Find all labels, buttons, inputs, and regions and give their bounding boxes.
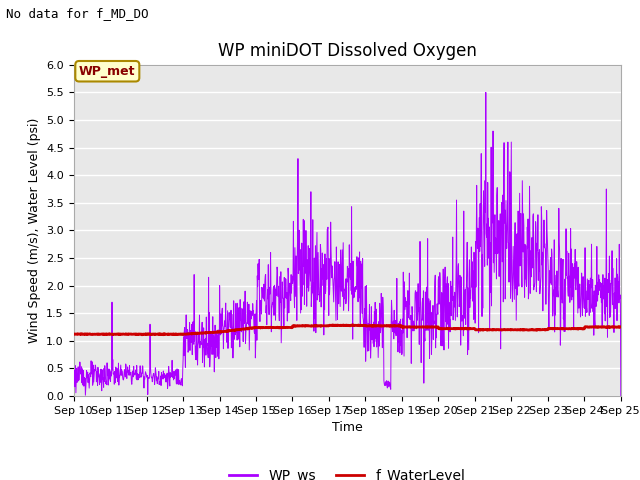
Text: No data for f_MD_DO: No data for f_MD_DO [6, 7, 149, 20]
Title: WP miniDOT Dissolved Oxygen: WP miniDOT Dissolved Oxygen [218, 42, 477, 60]
Legend: WP_ws, f_WaterLevel: WP_ws, f_WaterLevel [223, 463, 471, 480]
X-axis label: Time: Time [332, 421, 363, 434]
Y-axis label: Wind Speed (m/s), Water Level (psi): Wind Speed (m/s), Water Level (psi) [28, 118, 40, 343]
Text: WP_met: WP_met [79, 65, 136, 78]
